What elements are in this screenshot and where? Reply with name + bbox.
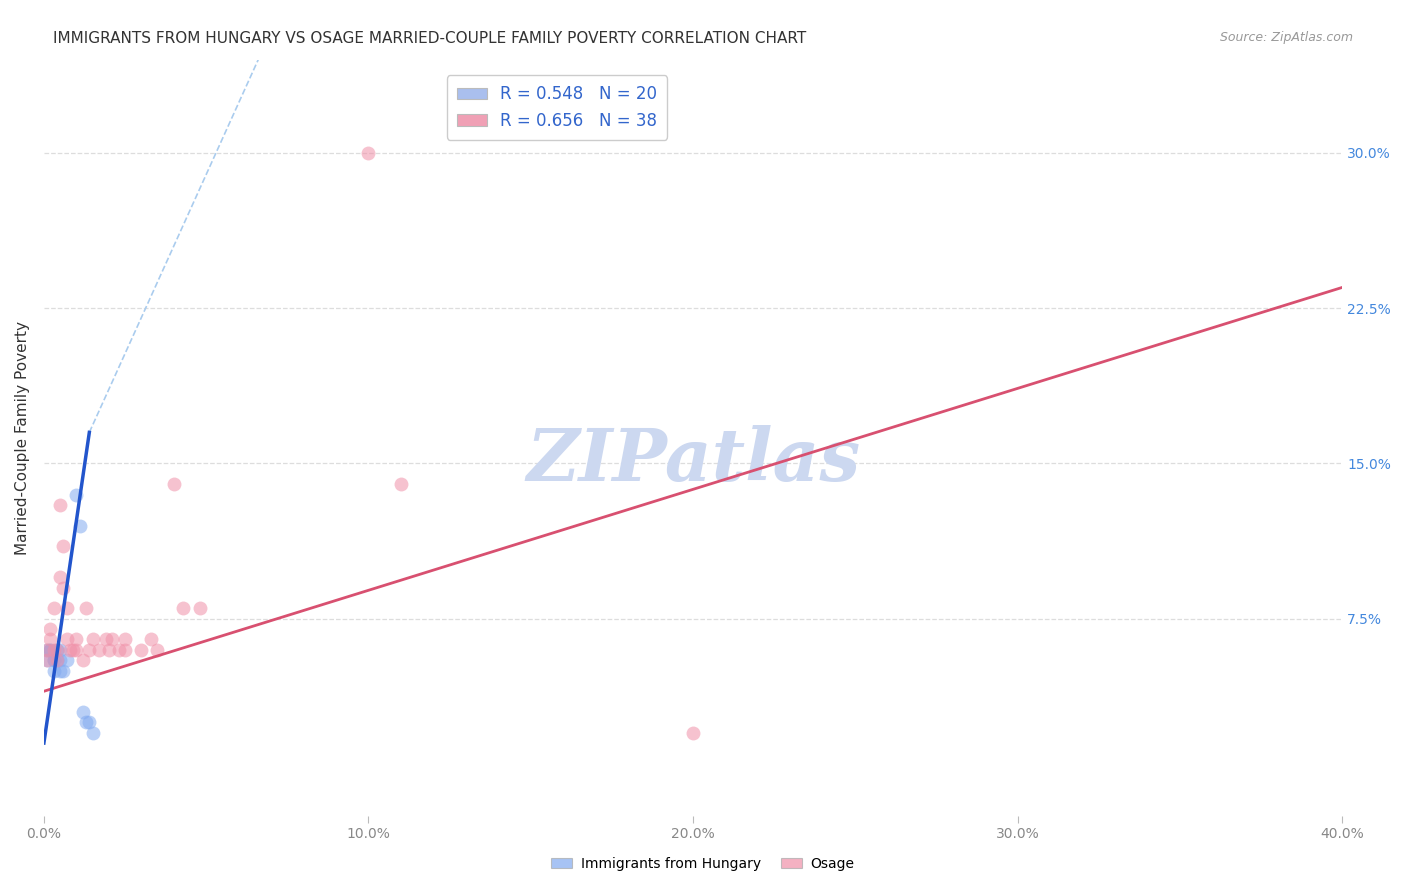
Point [55, 653, 77, 667]
Point [94, 632, 117, 647]
Point [55, 632, 77, 647]
Point [52, 581, 75, 595]
Point [42, 653, 65, 667]
Point [114, 643, 136, 657]
Point [39, 632, 62, 647]
Point [75, 601, 97, 615]
Point [45, 653, 67, 667]
Point [37, 643, 59, 657]
Point [72, 705, 94, 719]
Point [52, 539, 75, 553]
Point [79, 643, 101, 657]
Point [39, 643, 62, 657]
Point [82, 725, 104, 739]
Point [37, 653, 59, 667]
Point [39, 643, 62, 657]
Point [188, 601, 211, 615]
Point [139, 632, 162, 647]
Point [82, 632, 104, 647]
Point [107, 643, 129, 657]
Point [75, 715, 97, 730]
Point [682, 725, 704, 739]
Point [42, 653, 65, 667]
Point [65, 487, 87, 501]
Y-axis label: Married-Couple Family Poverty: Married-Couple Family Poverty [15, 320, 30, 555]
Point [49, 643, 72, 657]
Point [101, 632, 124, 647]
Point [62, 643, 84, 657]
Point [45, 643, 67, 657]
Point [389, 477, 412, 491]
Point [172, 601, 194, 615]
Point [65, 643, 87, 657]
Point [357, 145, 380, 160]
Point [163, 477, 186, 491]
Point [49, 498, 72, 512]
Point [45, 643, 67, 657]
Point [49, 664, 72, 678]
Point [42, 601, 65, 615]
Point [52, 664, 75, 678]
Point [97, 643, 120, 657]
Point [87, 643, 110, 657]
Point [72, 653, 94, 667]
Point [42, 643, 65, 657]
Point [65, 632, 87, 647]
Point [69, 518, 91, 533]
Text: ZIPatlas: ZIPatlas [526, 425, 860, 496]
Point [49, 653, 72, 667]
Legend: R = 0.548   N = 20, R = 0.656   N = 38: R = 0.548 N = 20, R = 0.656 N = 38 [447, 76, 666, 140]
Point [146, 643, 169, 657]
Point [39, 622, 62, 636]
Point [79, 715, 101, 730]
Legend: Immigrants from Hungary, Osage: Immigrants from Hungary, Osage [546, 851, 860, 876]
Point [49, 570, 72, 584]
Point [45, 653, 67, 667]
Point [129, 643, 152, 657]
Text: Source: ZipAtlas.com: Source: ZipAtlas.com [1219, 31, 1353, 45]
Point [55, 601, 77, 615]
Point [59, 643, 82, 657]
Point [37, 653, 59, 667]
Point [37, 643, 59, 657]
Point [114, 632, 136, 647]
Text: IMMIGRANTS FROM HUNGARY VS OSAGE MARRIED-COUPLE FAMILY POVERTY CORRELATION CHART: IMMIGRANTS FROM HUNGARY VS OSAGE MARRIED… [53, 31, 807, 46]
Point [42, 664, 65, 678]
